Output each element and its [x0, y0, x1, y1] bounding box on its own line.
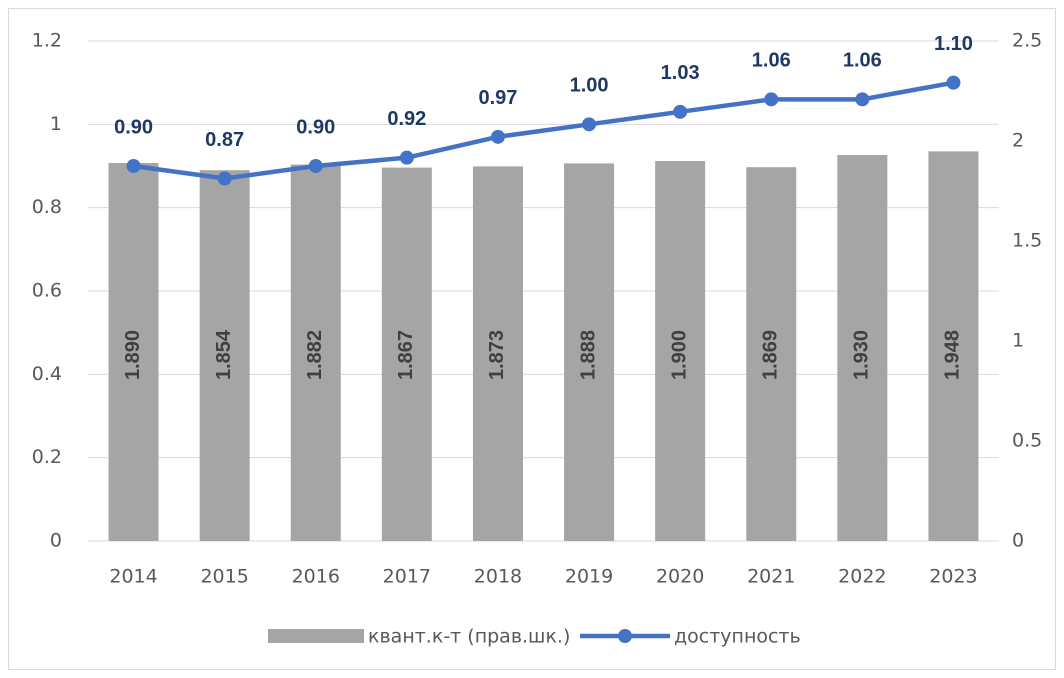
y2-tick-label: 0	[1012, 530, 1024, 552]
y-tick-label: 0.2	[32, 446, 62, 468]
bar-value-label: 1.900	[668, 330, 690, 380]
bar	[199, 170, 250, 541]
bar-value-label: 1.873	[486, 330, 508, 380]
x-tick-label: 2017	[383, 566, 431, 588]
bar	[472, 166, 523, 541]
y2-tick-label: 2.5	[1012, 30, 1042, 52]
line-marker	[855, 92, 870, 107]
x-tick-label: 2015	[200, 566, 248, 588]
bar-value-label: 1.882	[304, 330, 326, 380]
bar	[837, 155, 888, 541]
legend-swatch	[268, 629, 364, 643]
x-tick-label: 2019	[565, 566, 613, 588]
bar-value-label: 1.930	[851, 330, 873, 380]
bar	[381, 167, 432, 541]
y-tick-label: 1.2	[32, 30, 62, 52]
bar	[928, 151, 979, 541]
bar	[655, 161, 706, 541]
line-value-label: 1.06	[843, 50, 882, 72]
line	[133, 80, 954, 181]
line-value-label: 0.90	[296, 116, 335, 138]
bar-value-label: 1.867	[395, 330, 417, 380]
x-tick-label: 2021	[747, 566, 795, 588]
y-tick-label: 0	[50, 530, 62, 552]
x-tick-label: 2016	[292, 566, 340, 588]
line-marker	[308, 159, 323, 173]
y-tick-label: 0.6	[32, 280, 62, 302]
line-value-label: 0.90	[114, 116, 153, 138]
line-value-label: 1.03	[661, 62, 700, 84]
bar	[108, 163, 159, 541]
bar	[564, 163, 615, 541]
line-marker	[126, 159, 141, 173]
legend-label: квант.к-т (прав.шк.)	[368, 626, 570, 648]
line-marker	[946, 75, 961, 90]
bar-value-label: 1.888	[577, 330, 599, 380]
line-marker	[673, 104, 688, 119]
bar-value-label: 1.890	[122, 330, 144, 380]
y2-tick-label: 2	[1012, 130, 1024, 152]
line-marker	[490, 129, 505, 144]
line-marker	[399, 150, 414, 165]
y2-tick-label: 0.5	[1012, 430, 1042, 452]
legend-label: доступность	[674, 626, 801, 648]
line-value-label: 1.10	[934, 33, 973, 55]
bar	[746, 167, 797, 541]
line-value-label: 0.87	[205, 129, 244, 151]
bar-value-label: 1.854	[213, 329, 235, 380]
x-tick-label: 2020	[656, 566, 704, 588]
x-tick-label: 2022	[838, 566, 886, 588]
bar-value-label: 1.869	[760, 330, 782, 380]
line-marker	[217, 171, 232, 186]
bar	[290, 164, 341, 541]
y2-tick-label: 1	[1012, 330, 1024, 352]
legend-marker	[618, 629, 632, 643]
line-value-label: 1.06	[752, 50, 791, 72]
line-value-label: 0.97	[478, 87, 517, 109]
chart-border	[8, 8, 1056, 670]
x-tick-label: 2023	[929, 566, 977, 588]
line-value-label: 0.92	[387, 108, 426, 130]
y-tick-label: 1	[50, 113, 62, 135]
line-marker	[582, 117, 597, 132]
y-tick-label: 0.8	[32, 196, 62, 218]
x-tick-label: 2018	[474, 566, 522, 588]
line-marker	[764, 92, 779, 107]
line-value-label: 1.00	[570, 75, 609, 97]
y-tick-label: 0.4	[32, 363, 62, 385]
x-tick-label: 2014	[109, 566, 157, 588]
y2-tick-label: 1.5	[1012, 230, 1042, 252]
bar-value-label: 1.948	[942, 330, 964, 380]
